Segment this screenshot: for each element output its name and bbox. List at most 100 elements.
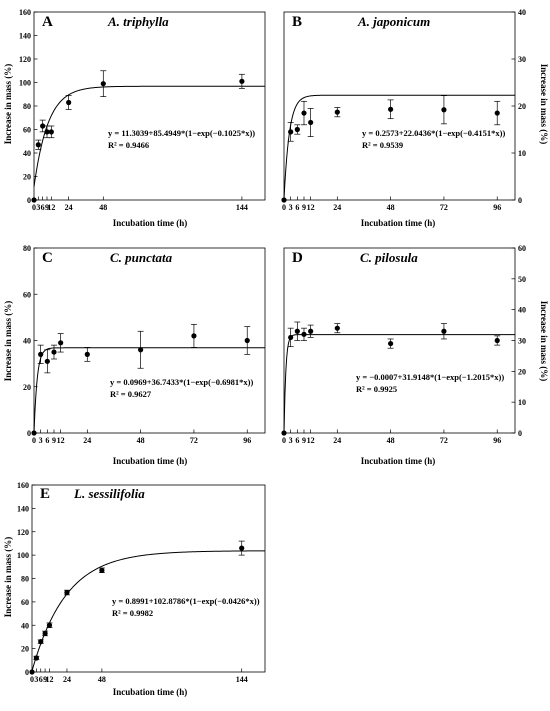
x-tick-label: 6	[41, 203, 45, 212]
y-tick-label: 0	[518, 196, 522, 205]
panel-b-fit-curve	[283, 94, 515, 199]
data-point	[51, 349, 57, 355]
panel-e: 0 20 40 60 80 100 120 140 160 0 3 6 912 24 48 144 E L. …	[3, 481, 266, 697]
data-point	[84, 351, 90, 357]
data-point	[288, 334, 294, 341]
panel-b-ylabel: Increase in mass (%)	[539, 64, 549, 145]
x-tick-label: 12	[45, 675, 53, 684]
y-tick-label: 30	[518, 55, 526, 64]
x-tick-label: 3	[34, 675, 38, 684]
data-point	[58, 340, 64, 346]
y-tick-label: 20	[21, 645, 29, 654]
y-tick-label: 160	[19, 8, 31, 17]
data-point	[44, 129, 50, 135]
panel-c-letter: C	[42, 250, 53, 266]
x-tick-label: 9	[52, 436, 56, 445]
y-tick-label: 100	[19, 79, 31, 88]
panel-d-r2: R² = 0.9925	[356, 384, 397, 394]
data-point	[388, 340, 394, 347]
x-tick-label: 12	[307, 203, 315, 212]
panel-e-marks: 0 20 40 60 80 100 120 140 160 0 3 6 912 24 48 144	[17, 481, 266, 684]
panel-c-xlabel: Incubation time (h)	[113, 456, 188, 466]
x-tick-label: 48	[98, 675, 106, 684]
panel-c-fit-curve	[33, 347, 265, 433]
panel-d-title: C. pilosula	[360, 250, 418, 265]
data-point	[294, 328, 300, 334]
panel-d-xlabel: Incubation time (h)	[361, 456, 436, 466]
y-tick-label: 20	[518, 102, 526, 111]
x-tick-label: 24	[65, 203, 73, 212]
y-tick-label: 40	[21, 621, 29, 630]
y-tick-label: 120	[19, 55, 31, 64]
data-point	[441, 107, 447, 113]
x-tick-label: 72	[190, 436, 198, 445]
x-tick-label: 0	[32, 203, 36, 212]
y-tick-label: 40	[518, 306, 526, 315]
data-point	[33, 655, 39, 661]
x-tick-label: 96	[243, 436, 251, 445]
y-tick-label: 20	[518, 367, 526, 376]
panel-a-ylabel: Increase in mass (%)	[3, 64, 13, 145]
panel-a-equation: y = 11.3039+85.4949*(1−exp(−0.1025*x))	[108, 128, 255, 138]
y-tick-label: 60	[518, 244, 526, 253]
x-tick-label: 144	[236, 675, 248, 684]
y-tick-label: 20	[23, 173, 31, 182]
x-tick-label: 6	[295, 203, 299, 212]
panel-b-xlabel: Incubation time (h)	[361, 218, 436, 228]
y-tick-label: 40	[23, 149, 31, 158]
data-point	[46, 622, 53, 628]
data-point	[281, 430, 287, 436]
data-point	[38, 639, 44, 645]
x-tick-label: 6	[295, 436, 299, 445]
data-point	[31, 430, 37, 436]
x-tick-label: 12	[47, 203, 55, 212]
panel-b-letter: B	[292, 14, 302, 30]
x-tick-label: 6	[39, 675, 43, 684]
y-tick-label: 120	[17, 528, 29, 537]
y-tick-label: 160	[17, 481, 29, 490]
panel-a-letter: A	[42, 14, 53, 30]
x-tick-label: 9	[302, 203, 306, 212]
data-point	[239, 78, 245, 84]
x-tick-label: 48	[387, 203, 395, 212]
y-tick-label: 60	[23, 126, 31, 135]
x-tick-label: 24	[333, 436, 341, 445]
data-point	[441, 328, 447, 334]
data-point	[494, 110, 500, 116]
x-tick-label: 12	[307, 436, 315, 445]
y-tick-label: 80	[23, 102, 31, 111]
y-tick-label: 10	[518, 398, 526, 407]
data-point	[31, 197, 37, 203]
data-point	[35, 142, 41, 148]
data-point	[308, 328, 314, 334]
x-tick-label: 72	[440, 203, 448, 212]
data-point	[308, 119, 314, 126]
x-tick-label: 0	[32, 436, 36, 445]
data-point	[42, 630, 48, 637]
data-point	[66, 99, 72, 106]
panel-e-fit-curve	[31, 550, 266, 672]
x-tick-label: 0	[30, 675, 34, 684]
data-point	[40, 123, 46, 129]
data-point	[64, 589, 70, 596]
x-tick-label: 9	[43, 675, 47, 684]
data-point	[38, 351, 44, 357]
data-point	[239, 545, 245, 551]
panel-a: 0 20 40 60 80 100 120 140 160 0 3 6 912 24 48 144 A A. …	[3, 8, 266, 228]
x-tick-label: 48	[99, 203, 107, 212]
y-tick-label: 0	[27, 196, 31, 205]
y-tick-label: 60	[21, 598, 29, 607]
data-point	[294, 126, 300, 133]
panel-d-equation: y = −0.0007+31.9148*(1−exp(−1.2015*x))	[356, 372, 504, 382]
y-tick-label: 100	[17, 551, 29, 560]
x-tick-label: 48	[387, 436, 395, 445]
y-tick-label: 30	[518, 337, 526, 346]
panel-a-marks: 0 20 40 60 80 100 120 140 160 0 3 6 912 24 48 144	[19, 8, 266, 212]
x-tick-label: 3	[39, 436, 43, 445]
panel-b-equation: y = 0.2573+22.0436*(1−exp(−0.4151*x))	[362, 128, 505, 138]
y-tick-label: 80	[21, 575, 29, 584]
y-tick-label: 10	[518, 149, 526, 158]
